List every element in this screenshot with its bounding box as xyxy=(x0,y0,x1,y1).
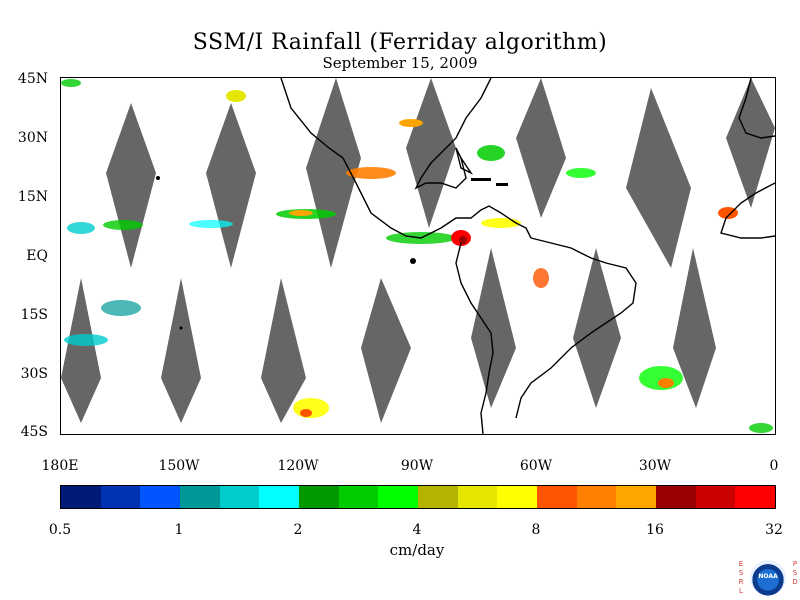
rain-patch xyxy=(399,119,423,127)
map-canvas xyxy=(61,78,775,434)
colorbar-swatch xyxy=(656,486,696,508)
colorbar-swatch xyxy=(259,486,300,508)
north-america-coast xyxy=(280,78,532,239)
rain-patch xyxy=(67,222,95,234)
rain-patch xyxy=(226,90,246,102)
colorbar-swatch xyxy=(338,486,379,508)
lat-label-45s: 45S xyxy=(20,424,48,440)
rain-patch xyxy=(477,145,505,161)
islands xyxy=(156,176,508,330)
no-data-swath xyxy=(206,103,256,268)
rain-patch xyxy=(289,210,313,216)
colorbar-swatch xyxy=(100,486,141,508)
rain-patch xyxy=(533,268,549,288)
map-date: September 15, 2009 xyxy=(322,54,478,72)
map-title: SSM/I Rainfall (Ferriday algorithm) xyxy=(192,30,608,55)
colorbar-swatch xyxy=(537,486,577,508)
europe-coast xyxy=(738,78,775,139)
no-data-swath xyxy=(306,78,361,268)
rain-patch xyxy=(749,423,773,433)
lon-label-90w: 90W xyxy=(400,458,434,474)
africa-coast xyxy=(720,182,775,239)
south-america-coast xyxy=(455,242,494,434)
rain-patch xyxy=(658,378,674,388)
colorbar-tick-8: 8 xyxy=(531,522,541,538)
rain-patch xyxy=(103,220,143,230)
colorbar-tick-32: 32 xyxy=(765,522,783,538)
lon-label-150w: 150W xyxy=(158,458,200,474)
rain-patch xyxy=(61,79,81,87)
noaa-emblem-icon xyxy=(750,560,786,596)
rain-patch xyxy=(718,207,738,219)
colorbar-swatch xyxy=(418,486,458,508)
lon-label-180e: 180E xyxy=(41,458,79,474)
galapagos-island xyxy=(410,258,416,264)
colorbar-swatch xyxy=(299,486,339,508)
colorbar-swatch xyxy=(576,486,617,508)
lat-label-45n: 45N xyxy=(17,71,48,87)
caribbean-island xyxy=(471,178,491,181)
colorbar-swatch xyxy=(616,486,657,508)
lon-label-30w: 30W xyxy=(638,458,672,474)
colorbar-swatch xyxy=(219,486,260,508)
no-data-swath xyxy=(726,78,775,208)
colorbar-units: cm/day xyxy=(389,541,445,559)
no-data-swath xyxy=(406,78,456,228)
rain-patch xyxy=(189,220,233,228)
rain-patch xyxy=(101,300,141,316)
logo-name: NOAA xyxy=(758,573,778,580)
no-data-swath xyxy=(106,103,156,268)
lat-label-15s: 15S xyxy=(20,307,48,323)
hawaii-island xyxy=(156,176,160,180)
no-data-swath xyxy=(261,278,306,423)
colorbar-swatch xyxy=(497,486,538,508)
pacific-island xyxy=(179,326,183,330)
no-data-swath xyxy=(361,278,411,423)
no-data-swath xyxy=(573,248,621,408)
colorbar-tick-16: 16 xyxy=(646,522,664,538)
colorbar-swatch xyxy=(695,486,736,508)
rain-patch xyxy=(459,236,467,244)
lat-label-30s: 30S xyxy=(20,366,48,382)
no-data-swaths xyxy=(61,78,775,423)
gulf-coast xyxy=(414,78,492,190)
no-data-swath xyxy=(161,278,201,423)
lon-label-0: 0 xyxy=(769,458,779,474)
colorbar-swatch xyxy=(378,486,419,508)
colorbar-swatch xyxy=(735,486,776,508)
colorbar-tick-4: 4 xyxy=(412,522,422,538)
lat-label-15n: 15N xyxy=(17,189,48,205)
colorbar-tick-1: 1 xyxy=(174,522,184,538)
no-data-swath xyxy=(61,278,101,423)
rain-patch xyxy=(64,334,108,346)
rain-patch xyxy=(346,167,396,179)
rainfall-map xyxy=(60,77,776,435)
south-america-east-coast xyxy=(515,237,637,419)
lon-label-120w: 120W xyxy=(277,458,319,474)
colorbar-tick-0-5: 0.5 xyxy=(48,522,72,538)
caribbean-island xyxy=(496,183,508,186)
lon-label-60w: 60W xyxy=(519,458,553,474)
no-data-swath xyxy=(516,78,566,218)
lat-label-30n: 30N xyxy=(17,130,48,146)
colorbar-swatch xyxy=(61,486,101,508)
rain-patch xyxy=(566,168,596,178)
colorbar-swatch xyxy=(457,486,498,508)
colorbar-tick-2: 2 xyxy=(293,522,303,538)
coastlines xyxy=(280,78,775,434)
color-scale-bar xyxy=(60,485,776,509)
no-data-swath xyxy=(626,88,691,268)
colorbar-swatch xyxy=(180,486,220,508)
no-data-swath xyxy=(673,248,716,408)
lat-label-eq: EQ xyxy=(26,248,48,264)
no-data-swath xyxy=(471,248,516,408)
rain-patch xyxy=(300,409,312,417)
colorbar-swatch xyxy=(140,486,181,508)
florida-coast xyxy=(455,147,474,175)
